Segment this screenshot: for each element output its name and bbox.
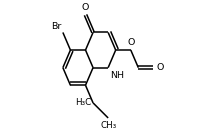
Text: H₃C: H₃C [75, 98, 91, 107]
Text: O: O [82, 3, 89, 12]
Text: CH₃: CH₃ [100, 121, 116, 130]
Text: Br: Br [51, 22, 62, 31]
Text: NH: NH [110, 71, 124, 80]
Text: O: O [127, 38, 134, 47]
Text: O: O [157, 63, 164, 72]
